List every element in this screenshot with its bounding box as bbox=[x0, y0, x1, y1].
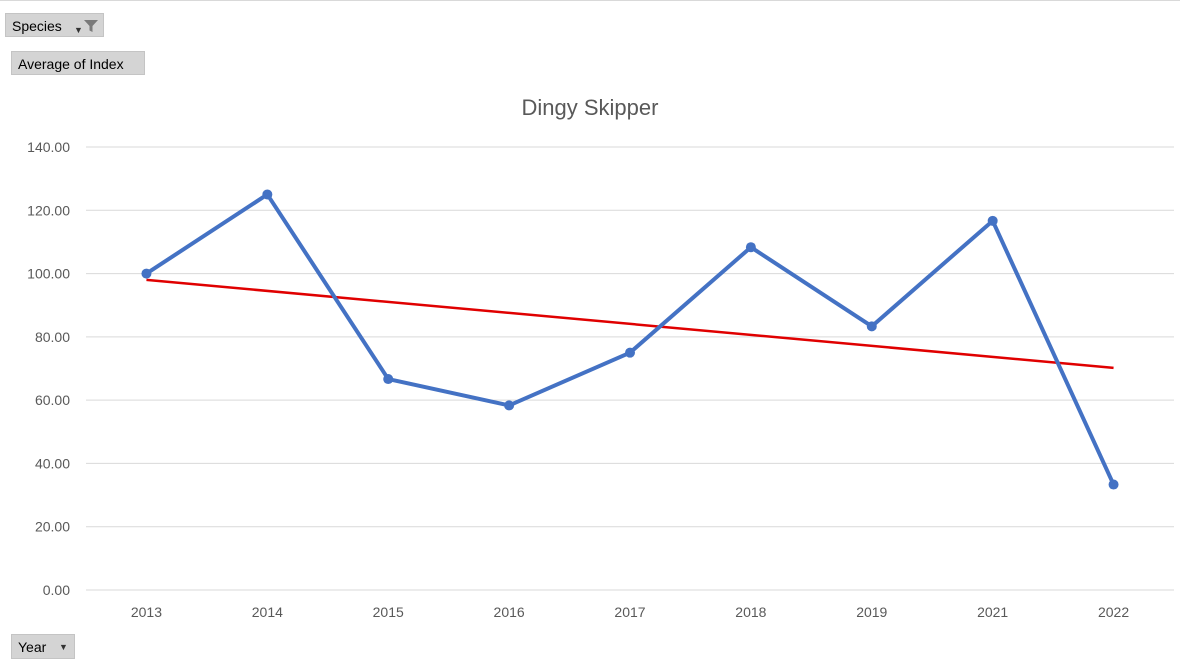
x-tick-label: 2018 bbox=[735, 604, 766, 620]
y-tick-label: 40.00 bbox=[35, 455, 70, 471]
value-field-label: Average of Index bbox=[18, 56, 124, 72]
linear-trendline bbox=[146, 278, 1114, 370]
data-point[interactable] bbox=[141, 268, 152, 279]
x-tick-label: 2016 bbox=[494, 604, 525, 620]
series-layer bbox=[141, 189, 1119, 490]
line-chart: Dingy Skipper 0.00 20.00 40.00 60.00 80.00 10… bbox=[27, 95, 1174, 620]
data-point[interactable] bbox=[745, 242, 756, 253]
x-tick-label: 2017 bbox=[614, 604, 645, 620]
value-field-button[interactable]: Average of Index bbox=[11, 51, 145, 75]
dropdown-arrow-icon: ▼ bbox=[74, 25, 83, 35]
data-point[interactable] bbox=[625, 347, 635, 358]
x-tick-label: 2019 bbox=[856, 604, 887, 620]
x-tick-label: 2015 bbox=[373, 604, 404, 620]
y-tick-label: 60.00 bbox=[35, 392, 70, 408]
y-tick-label: 20.00 bbox=[35, 519, 70, 535]
data-point[interactable] bbox=[987, 215, 998, 226]
year-field-label: Year bbox=[18, 639, 47, 655]
chart-title: Dingy Skipper bbox=[522, 95, 659, 120]
series-line bbox=[145, 192, 1116, 486]
x-axis-ticks: 2013 2014 2015 2016 2017 2018 2019 2021 2022 bbox=[131, 604, 1129, 620]
funnel-filter-icon bbox=[84, 20, 98, 32]
y-tick-label: 80.00 bbox=[35, 329, 70, 345]
y-tick-label: 100.00 bbox=[27, 266, 70, 282]
gridlines bbox=[86, 146, 1174, 591]
y-tick-label: 140.00 bbox=[27, 139, 70, 155]
x-tick-label: 2021 bbox=[977, 604, 1008, 620]
y-tick-label: 120.00 bbox=[27, 202, 70, 218]
x-tick-label: 2013 bbox=[131, 604, 162, 620]
data-point[interactable] bbox=[504, 400, 515, 411]
year-field-button[interactable]: Year ▼ bbox=[11, 634, 75, 659]
data-point[interactable] bbox=[262, 189, 273, 200]
data-point[interactable] bbox=[1108, 479, 1119, 490]
species-filter-button[interactable]: Species ▼ bbox=[5, 13, 104, 37]
trendline-layer bbox=[146, 278, 1114, 370]
x-tick-label: 2022 bbox=[1098, 604, 1129, 620]
data-point[interactable] bbox=[383, 374, 394, 385]
data-point[interactable] bbox=[866, 321, 877, 332]
y-tick-label: 0.00 bbox=[43, 582, 70, 598]
species-filter-label: Species bbox=[12, 18, 62, 34]
top-border bbox=[0, 0, 1180, 1]
x-tick-label: 2014 bbox=[252, 604, 283, 620]
dropdown-arrow-icon: ▼ bbox=[59, 642, 68, 652]
y-axis-ticks: 0.00 20.00 40.00 60.00 80.00 100.00 120.00 140.… bbox=[27, 139, 70, 598]
